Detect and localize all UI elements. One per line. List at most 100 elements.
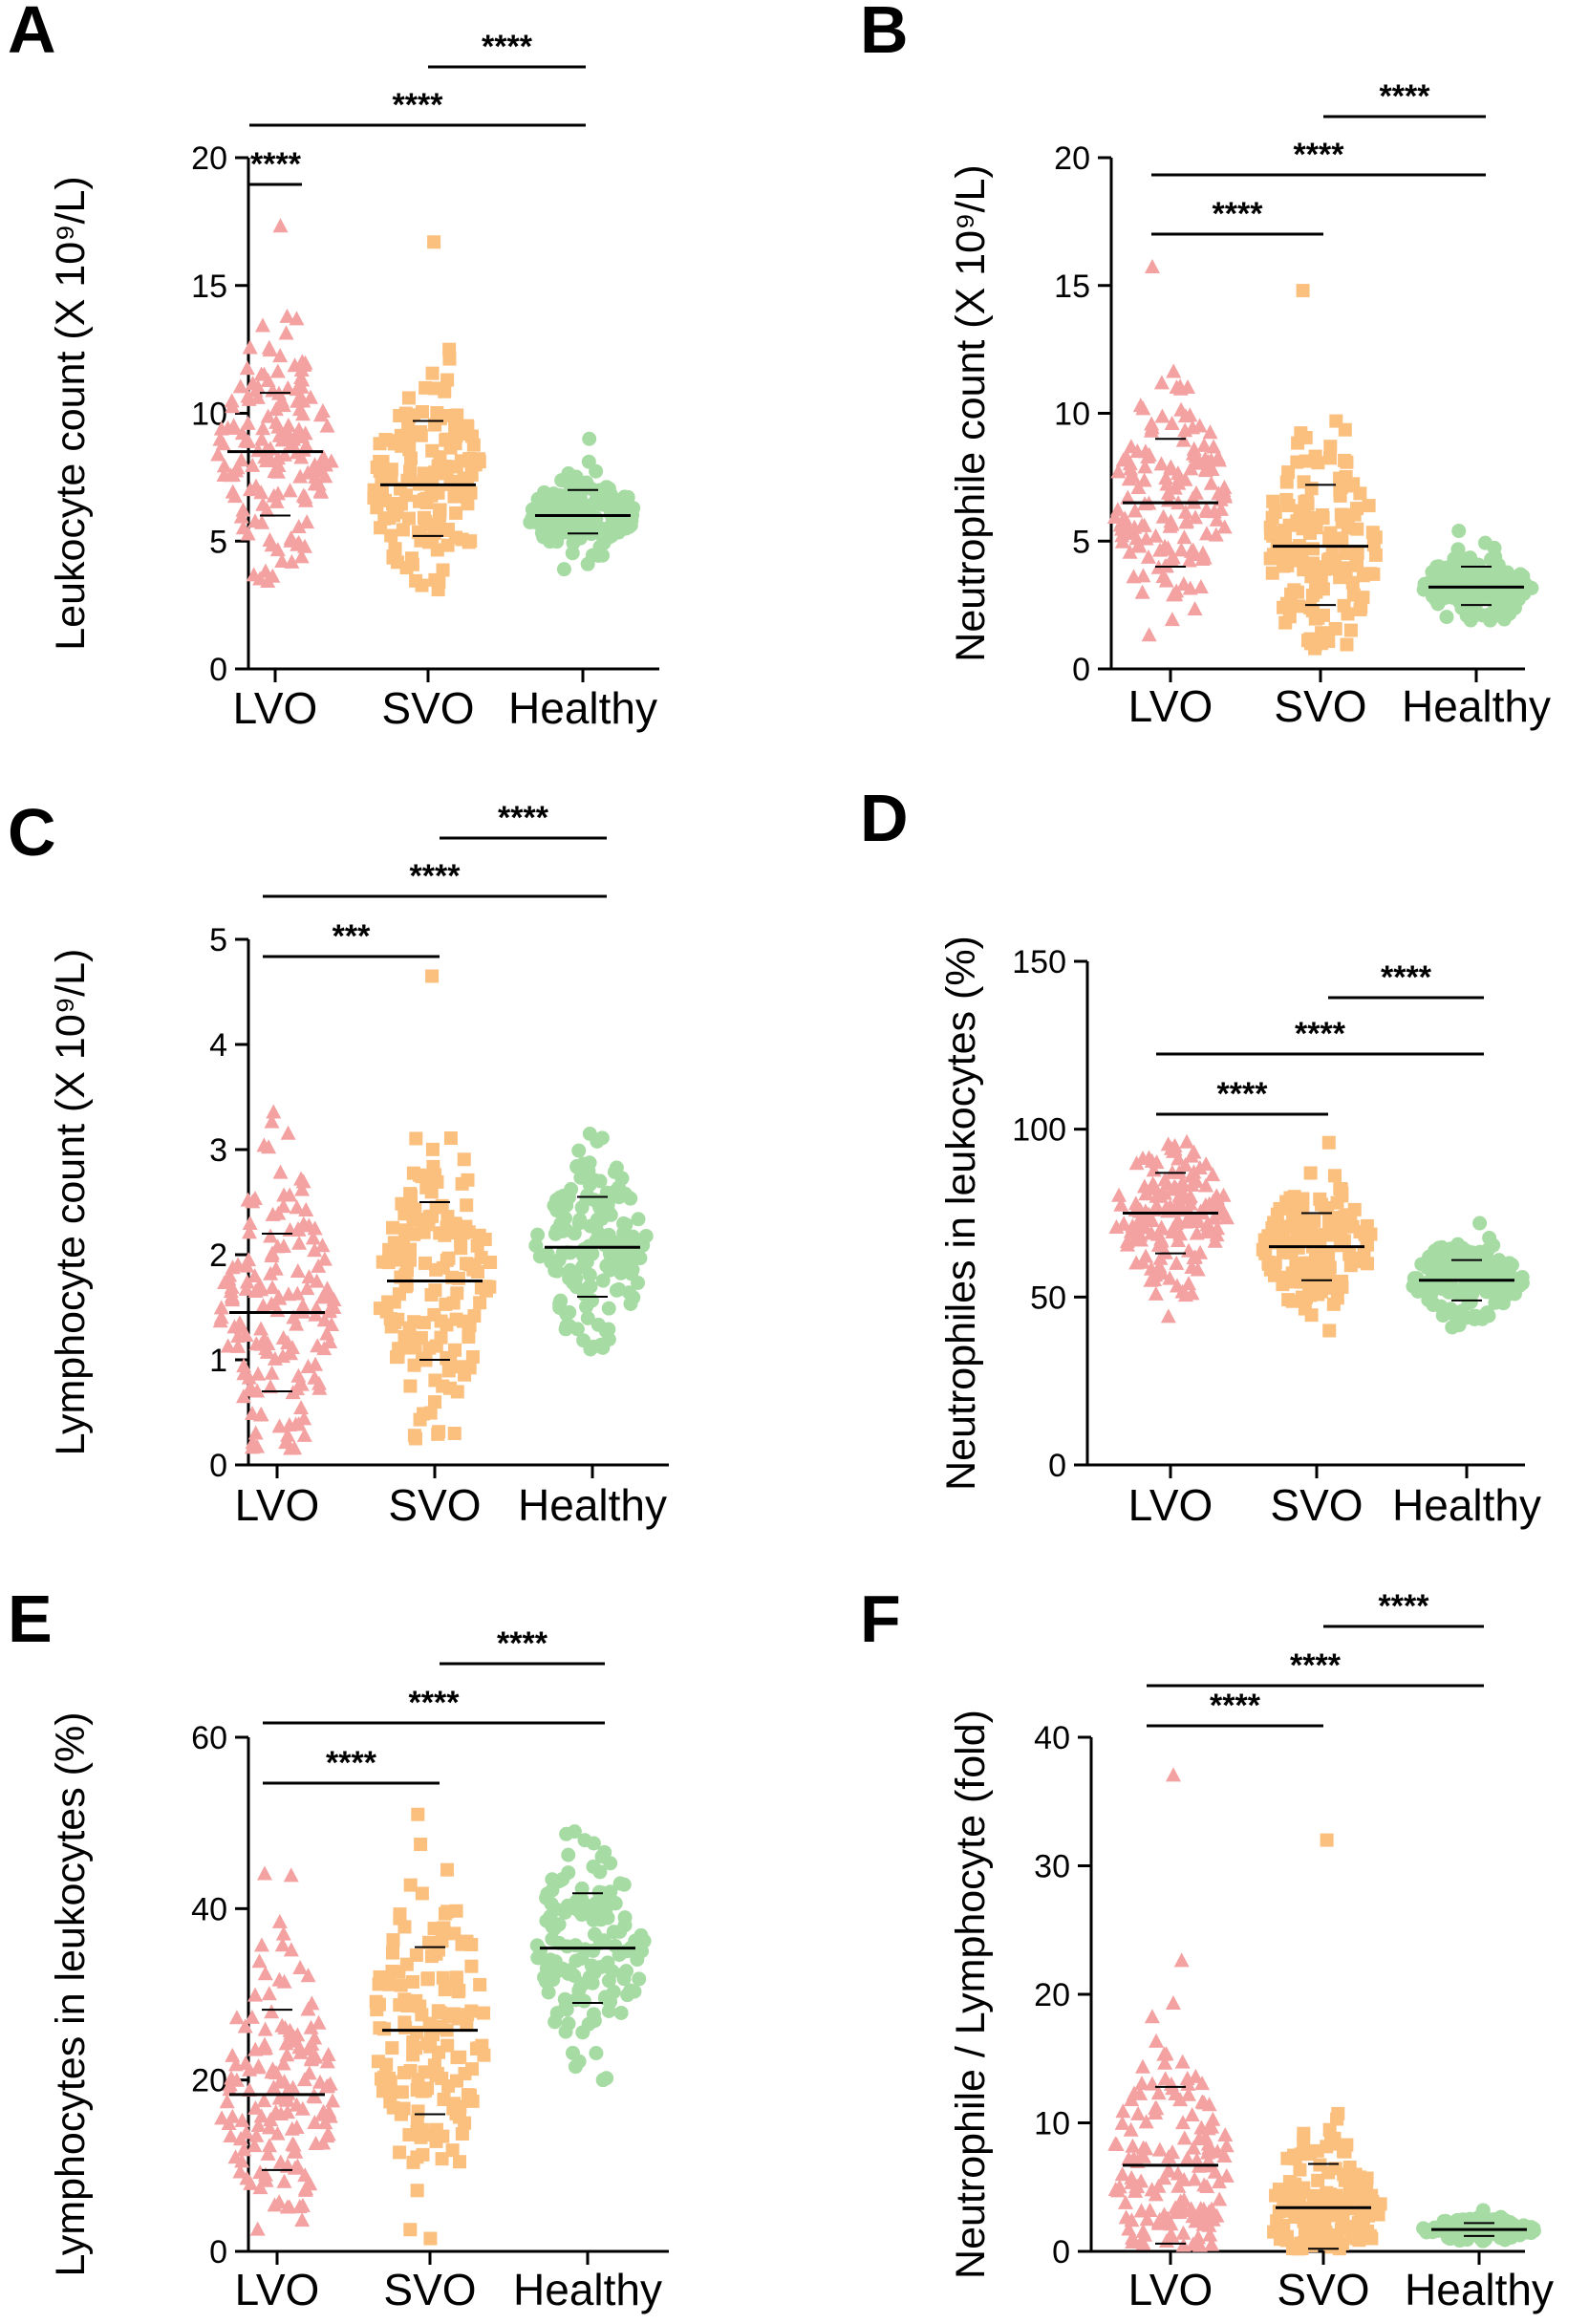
data-point (1164, 416, 1180, 431)
data-point (1118, 2209, 1134, 2225)
data-point (1482, 1230, 1497, 1245)
data-point (427, 235, 441, 249)
data-point (1360, 1218, 1374, 1233)
data-point (594, 1196, 610, 1212)
data-point (1153, 375, 1170, 390)
data-point (1210, 449, 1226, 464)
data-point (1167, 1137, 1183, 1152)
data-point (573, 1891, 589, 1906)
data-point (1179, 2150, 1195, 2165)
data-point (1292, 1275, 1306, 1289)
data-point (262, 1379, 278, 1394)
data-point (1180, 378, 1196, 394)
data-point (1184, 2106, 1200, 2121)
data-point (308, 468, 324, 484)
data-point (1303, 1166, 1318, 1180)
y-axis-label: Neutrophile count (X 10⁹/L) (948, 164, 994, 661)
data-point (253, 1321, 269, 1336)
data-point (1183, 461, 1199, 476)
data-point (1343, 2184, 1358, 2199)
data-point (455, 1176, 469, 1191)
data-point (1152, 1188, 1169, 1203)
data-point (404, 551, 419, 566)
data-point (1134, 517, 1150, 532)
data-point (1338, 422, 1352, 437)
data-point (580, 1310, 595, 1325)
data-point (478, 1233, 492, 1247)
data-point (1339, 546, 1353, 560)
points-svo (1267, 1833, 1387, 2256)
data-point (275, 2055, 291, 2071)
data-point (298, 1201, 314, 1216)
data-point (295, 406, 311, 421)
data-point (594, 528, 610, 544)
y-tick-label: 0 (209, 1448, 227, 1484)
data-point (224, 2070, 240, 2085)
data-point (320, 2046, 336, 2061)
data-point (240, 388, 256, 403)
data-point (406, 2035, 420, 2050)
data-point (232, 378, 248, 394)
data-point (1299, 1256, 1314, 1270)
data-point (428, 1168, 442, 1182)
data-point (1189, 484, 1205, 500)
data-point (439, 433, 453, 447)
data-point (215, 436, 231, 451)
data-point (590, 1212, 605, 1227)
data-point (300, 1968, 316, 1983)
data-point (620, 489, 635, 505)
data-point (593, 497, 609, 512)
data-point (254, 514, 270, 529)
data-point (432, 575, 446, 590)
data-point (281, 2199, 297, 2214)
x-tick-label-healthy: Healthy (1392, 1480, 1541, 1530)
data-point (404, 451, 419, 465)
data-point (268, 1260, 284, 1276)
data-point (416, 1351, 430, 1366)
data-point (437, 2092, 451, 2106)
data-point (561, 2016, 576, 2032)
data-point (253, 2108, 269, 2123)
data-point (1196, 549, 1213, 565)
data-point (401, 511, 416, 526)
data-point (276, 2173, 292, 2188)
data-point (1289, 1257, 1303, 1271)
data-point (1148, 1285, 1164, 1301)
data-point (1117, 2194, 1133, 2209)
data-point (219, 2094, 235, 2109)
data-point (267, 463, 283, 479)
data-point (409, 1131, 423, 1146)
data-point (1177, 1157, 1193, 1173)
data-point (296, 1427, 312, 1442)
points-svo (373, 969, 498, 1446)
data-point (315, 449, 332, 464)
data-point (293, 449, 310, 464)
data-point (446, 1296, 461, 1310)
data-point (1137, 459, 1153, 474)
data-point (1471, 557, 1486, 572)
data-point (1202, 424, 1218, 440)
data-point (295, 1173, 311, 1189)
data-point (613, 1265, 629, 1280)
data-point (398, 1280, 413, 1294)
panel-letter: B (860, 0, 909, 67)
data-point (1268, 506, 1282, 520)
data-point (320, 2126, 336, 2141)
data-point (473, 1296, 487, 1310)
data-point (213, 1300, 229, 1315)
data-point (1174, 2054, 1191, 2069)
data-point (418, 2083, 432, 2098)
data-point (431, 1943, 445, 1957)
data-point (432, 2045, 446, 2059)
data-point (1176, 529, 1192, 545)
data-point (244, 1406, 260, 1421)
data-point (1362, 499, 1376, 513)
data-point (449, 429, 463, 443)
data-point (216, 466, 232, 482)
data-point (612, 1281, 627, 1297)
data-point (1148, 527, 1164, 543)
data-point (255, 496, 271, 511)
data-point (1356, 591, 1370, 605)
data-point (1368, 548, 1383, 562)
data-point (260, 2145, 276, 2161)
